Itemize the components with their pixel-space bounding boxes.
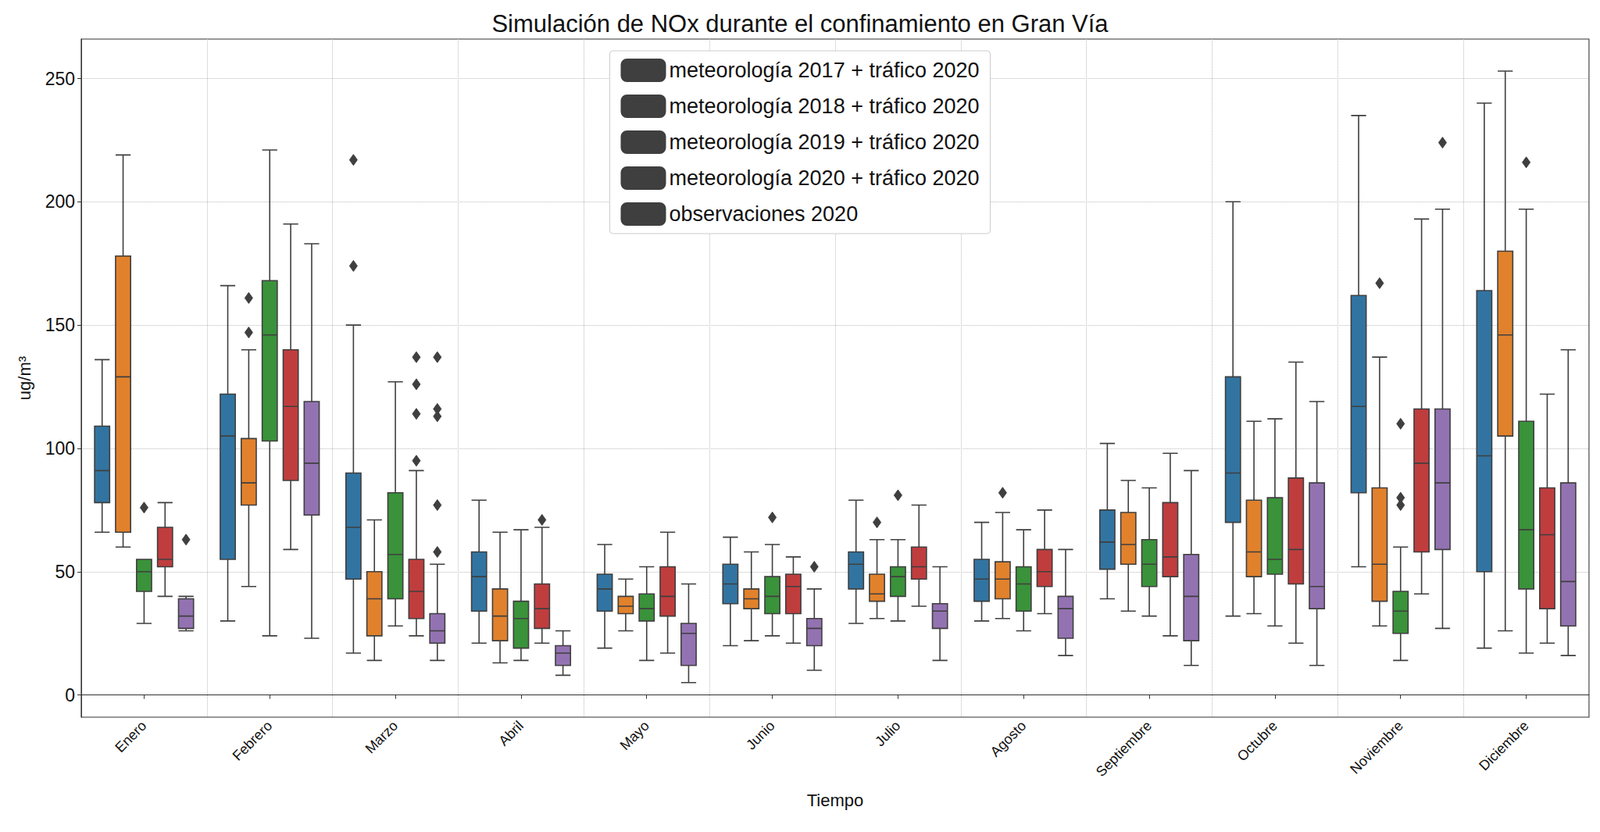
svg-text:meteorología 2017 + tráfico 20: meteorología 2017 + tráfico 2020 <box>668 58 979 83</box>
svg-text:meteorología 2020 + tráfico 20: meteorología 2020 + tráfico 2020 <box>668 166 979 190</box>
svg-text:Mayo: Mayo <box>617 717 653 754</box>
svg-text:meteorología 2018 + tráfico 20: meteorología 2018 + tráfico 2020 <box>668 94 979 118</box>
svg-text:100: 100 <box>45 438 75 459</box>
svg-text:meteorología 2019 + tráfico 20: meteorología 2019 + tráfico 2020 <box>668 130 979 154</box>
svg-text:Marzo: Marzo <box>362 717 401 757</box>
svg-text:Tiempo: Tiempo <box>807 790 865 811</box>
svg-text:200: 200 <box>45 191 75 212</box>
svg-text:Septiembre: Septiembre <box>1092 717 1155 780</box>
svg-text:Enero: Enero <box>111 717 150 756</box>
svg-text:ug/m³: ug/m³ <box>14 356 35 400</box>
svg-text:Diciembre: Diciembre <box>1475 717 1532 774</box>
svg-text:Abril: Abril <box>495 717 527 750</box>
svg-text:observaciones 2020: observaciones 2020 <box>668 202 858 226</box>
svg-text:50: 50 <box>54 561 75 583</box>
svg-text:0: 0 <box>64 685 75 706</box>
svg-text:Simulación de NOx durante el c: Simulación de NOx durante el confinamien… <box>491 10 1109 38</box>
svg-text:Julio: Julio <box>871 717 904 750</box>
svg-text:Noviembre: Noviembre <box>1346 717 1407 778</box>
svg-text:Agosto: Agosto <box>987 717 1030 761</box>
svg-text:Junio: Junio <box>742 717 779 754</box>
svg-text:150: 150 <box>45 314 75 336</box>
svg-text:Febrero: Febrero <box>229 717 276 765</box>
svg-text:250: 250 <box>45 68 75 90</box>
svg-text:Octubre: Octubre <box>1234 717 1281 765</box>
